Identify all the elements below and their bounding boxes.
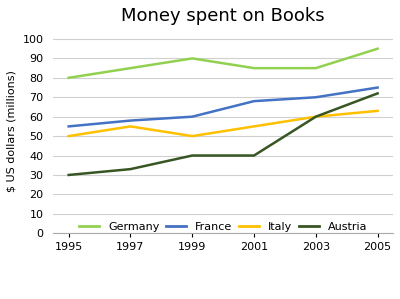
Title: Money spent on Books: Money spent on Books xyxy=(121,7,325,25)
Y-axis label: $ US dollars (millions): $ US dollars (millions) xyxy=(7,70,17,192)
Legend: Germany, France, Italy, Austria: Germany, France, Italy, Austria xyxy=(79,222,367,232)
